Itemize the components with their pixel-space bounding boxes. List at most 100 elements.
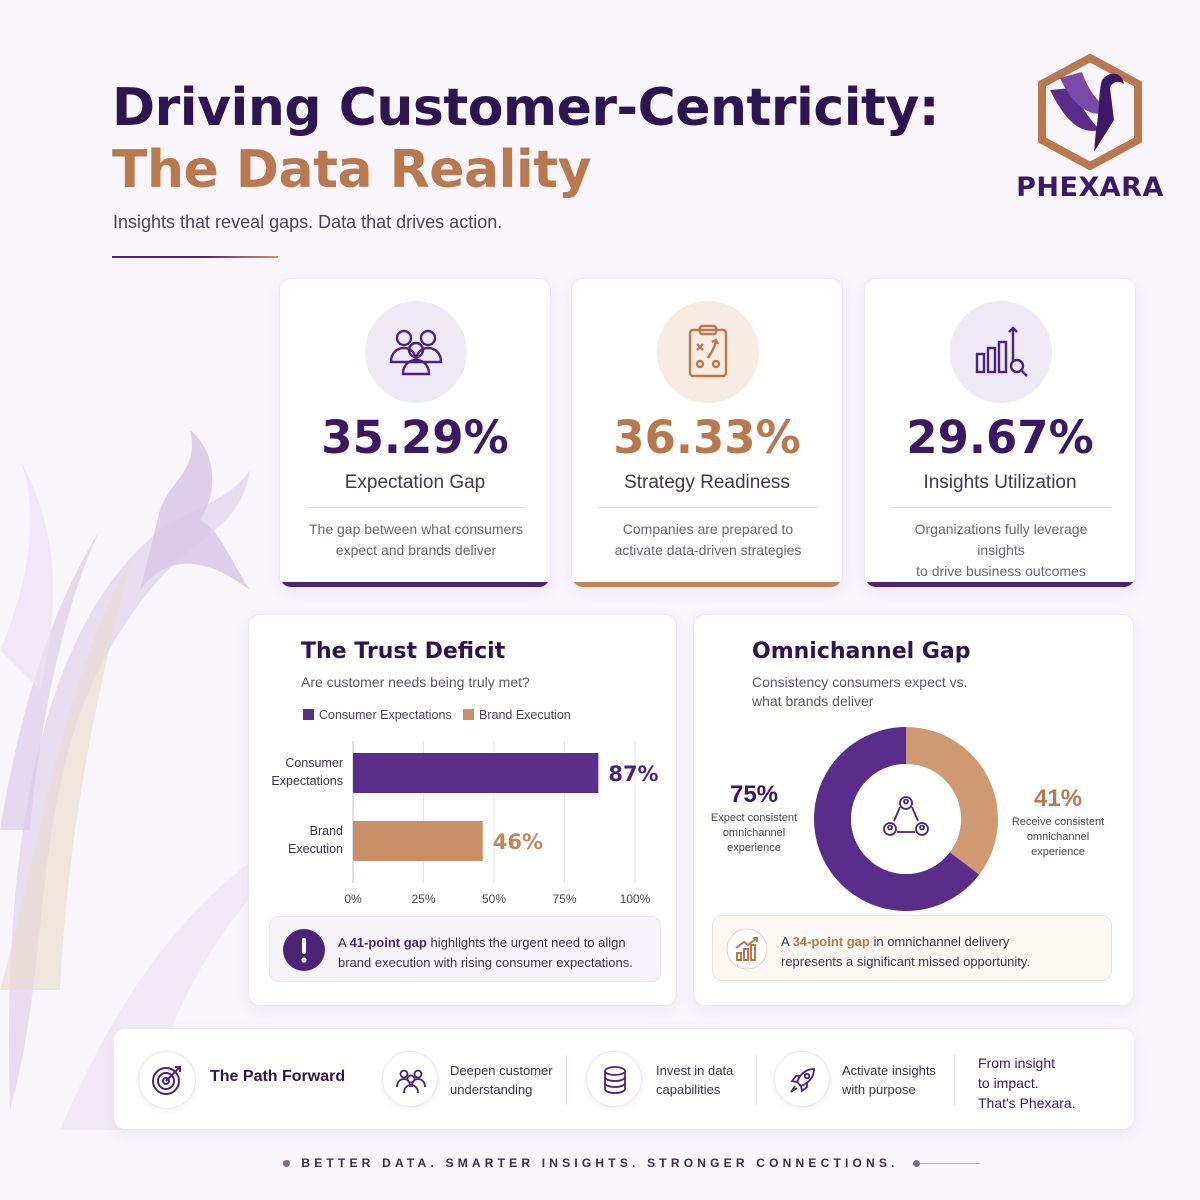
path-item-icon-circle — [774, 1051, 830, 1107]
closing-line1: From insight — [978, 1055, 1056, 1071]
path-item-icon-circle — [382, 1051, 438, 1107]
trust-deficit-panel: The Trust Deficit Are customer needs bei… — [248, 614, 677, 1006]
stat-accent-bar — [865, 582, 1135, 587]
bar-chart-magnifier-icon — [975, 326, 1028, 377]
omni-left-line3: experience — [727, 842, 781, 854]
callout-highlight: 34-point gap — [792, 934, 870, 949]
stat-description-line1: Companies are prepared to — [622, 521, 794, 537]
category-label: Brand — [310, 824, 343, 838]
legend-swatch — [303, 709, 314, 720]
stat-icon-circle — [365, 301, 467, 403]
stat-description-line2: expect and brands deliver — [335, 542, 497, 558]
stat-value: 29.67% — [906, 411, 1094, 464]
callout-prefix: A — [781, 934, 793, 949]
target-icon-circle — [138, 1051, 196, 1109]
omnichannel-panel: Omnichannel Gap Consistency consumers ex… — [693, 614, 1134, 1006]
page-subtitle: Insights that reveal gaps. Data that dri… — [113, 212, 503, 232]
stat-divider — [306, 507, 526, 508]
omni-right-value: 41% — [1033, 785, 1083, 812]
phoenix-hexagon-logo-icon — [1038, 53, 1142, 171]
stat-description-line1: Organizations fully leverage insights — [914, 521, 1088, 558]
path-separator — [566, 1055, 567, 1105]
footer-line-right — [920, 1163, 980, 1164]
x-tick-label: 25% — [411, 892, 435, 906]
omni-right-line1: Receive consistent — [1011, 816, 1105, 828]
stat-value: 35.29% — [321, 411, 509, 464]
category-label: Consumer — [285, 756, 343, 770]
path-item-line2: capabilities — [656, 1082, 721, 1097]
callout-rest1: highlights the urgent need to align — [426, 935, 626, 950]
page-title-line1: Driving Customer-Centricity: — [112, 78, 940, 138]
rocket-icon — [790, 1068, 815, 1093]
stat-description-line2: to drive business outcomes — [916, 563, 1086, 579]
omni-subtitle: Consistency consumers expect vs. what br… — [752, 673, 968, 711]
path-closing-text: From insight to impact. That's Phexara. — [978, 1053, 1076, 1113]
omni-subtitle-line1: Consistency consumers expect vs. — [752, 674, 968, 690]
omni-left-value: 75% — [729, 781, 779, 808]
strategy-clipboard-icon — [688, 324, 728, 378]
page-title-line2: The Data Reality — [112, 140, 591, 200]
legend-label: Brand Execution — [479, 708, 571, 722]
legend-label: Consumer Expectations — [319, 708, 452, 722]
stat-icon-circle — [950, 301, 1052, 403]
omni-right-line3: experience — [1031, 846, 1085, 858]
omni-right-line2: omnichannel — [1026, 831, 1090, 843]
omni-left-line2: omnichannel — [722, 827, 786, 839]
stat-divider — [598, 507, 818, 508]
stat-description: The gap between what consumers expect an… — [304, 519, 528, 561]
bar-value-label: 87% — [608, 762, 658, 786]
path-forward-strip: The Path Forward Deepen customer underst… — [113, 1028, 1135, 1130]
path-item-text: Invest in data capabilities — [656, 1061, 733, 1099]
donut-slice — [906, 727, 998, 875]
path-separator — [954, 1055, 955, 1105]
x-tick-label: 75% — [552, 892, 576, 906]
donut-center — [851, 764, 961, 874]
category-label: Execution — [288, 842, 343, 856]
callout-rest2: brand execution with rising consumer exp… — [338, 955, 633, 970]
stat-label: Strategy Readiness — [624, 472, 790, 493]
omni-title: Omnichannel Gap — [752, 639, 971, 664]
path-separator — [756, 1055, 757, 1105]
callout-highlight: 41-point gap — [349, 935, 427, 950]
path-item-line2: with purpose — [842, 1082, 916, 1097]
customer-network-icon — [883, 796, 929, 836]
trust-subtitle: Are customer needs being truly met? — [301, 674, 530, 690]
donut-slice — [814, 727, 980, 911]
stat-card-strategy-readiness: 36.33% Strategy Readiness Companies are … — [571, 278, 843, 588]
users-icon — [396, 1069, 426, 1094]
stat-description: Companies are prepared to activate data-… — [596, 519, 820, 561]
target-icon — [152, 1066, 181, 1095]
bar — [353, 753, 599, 793]
title-underline — [112, 256, 278, 258]
footer-dot-left — [283, 1160, 290, 1167]
trust-callout: A 41-point gap highlights the urgent nee… — [269, 916, 661, 982]
stat-label: Expectation Gap — [344, 472, 486, 493]
callout-prefix: A — [338, 935, 350, 950]
x-tick-label: 50% — [482, 892, 506, 906]
omni-subtitle-line2: what brands deliver — [752, 693, 874, 709]
omni-left-line1: Expect consistent — [710, 812, 798, 824]
logo: PHEXARA — [1010, 50, 1170, 210]
trust-title: The Trust Deficit — [301, 639, 506, 664]
omni-callout-text: A 34-point gap in omnichannel delivery r… — [781, 932, 1030, 972]
stat-card-expectation-gap: 35.29% Expectation Gap The gap between w… — [279, 278, 551, 588]
footer-tagline: BETTER DATA. SMARTER INSIGHTS. STRONGER … — [301, 1156, 899, 1170]
legend-swatch — [463, 709, 474, 720]
omnichannel-donut-chart — [814, 727, 998, 911]
stat-description: Organizations fully leverage insights to… — [889, 519, 1113, 582]
x-tick-label: 0% — [344, 892, 362, 906]
trust-callout-text: A 41-point gap highlights the urgent nee… — [338, 933, 633, 973]
stat-icon-circle — [657, 301, 759, 403]
growth-chart-icon — [726, 928, 768, 970]
closing-line2: to impact. — [978, 1075, 1039, 1091]
path-item-text: Deepen customer understanding — [450, 1061, 553, 1099]
x-tick-label: 100% — [620, 892, 651, 906]
omni-callout: A 34-point gap in omnichannel delivery r… — [712, 915, 1112, 981]
database-icon — [604, 1066, 626, 1094]
logo-text: PHEXARA — [1016, 172, 1164, 203]
bar-value-label: 46% — [493, 830, 543, 854]
callout-rest2: represents a significant missed opportun… — [781, 954, 1031, 969]
stat-value: 36.33% — [613, 411, 801, 464]
path-item-line1: Activate insights — [842, 1063, 936, 1078]
path-item-line2: understanding — [450, 1082, 533, 1097]
